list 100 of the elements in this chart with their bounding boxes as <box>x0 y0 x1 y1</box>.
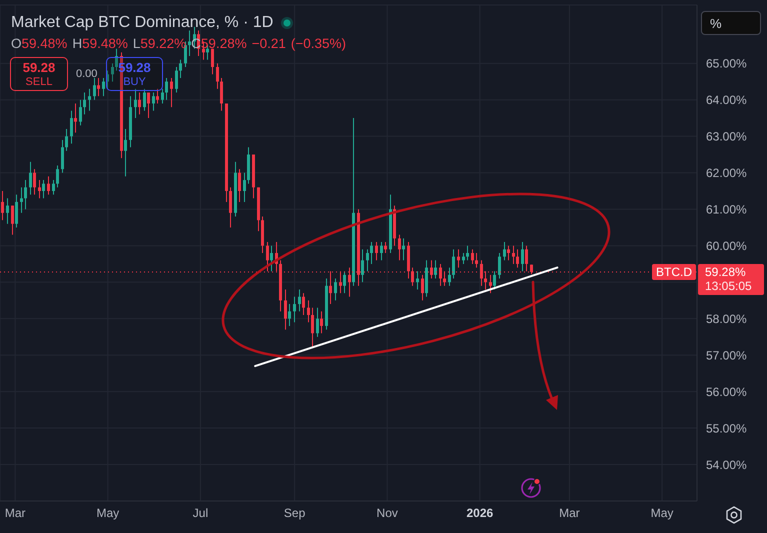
candlestick <box>138 92 141 115</box>
candlestick <box>70 110 73 144</box>
candlestick <box>489 274 492 294</box>
candlestick <box>370 242 373 264</box>
candlestick <box>38 180 41 199</box>
y-tick-label: 65.00% <box>706 56 748 71</box>
x-tick-label: Nov <box>376 506 398 520</box>
x-tick-label: May <box>96 506 120 520</box>
candlestick <box>220 77 223 112</box>
candlestick <box>61 139 64 174</box>
candlestick <box>106 70 109 90</box>
candlestick <box>311 307 314 348</box>
candlestick <box>375 242 378 261</box>
candlestick <box>320 310 323 334</box>
candlestick <box>334 278 337 301</box>
candlestick <box>284 288 287 330</box>
candlestick <box>188 30 191 57</box>
y-tick-label: 60.00% <box>706 238 748 253</box>
x-tick-label: Mar <box>4 506 26 520</box>
candlestick <box>102 77 105 97</box>
candlestick <box>47 176 50 196</box>
x-tick-label: Jul <box>192 506 208 520</box>
candlestick <box>161 88 164 104</box>
candlestick <box>293 296 296 323</box>
candlestick <box>512 245 515 264</box>
y-tick-label: 62.00% <box>706 166 748 180</box>
candlestick <box>147 92 150 119</box>
candlestick <box>402 238 405 261</box>
candlestick <box>97 77 100 97</box>
annotation: 0.00 <box>76 67 98 81</box>
candlestick <box>516 248 519 268</box>
candlestick <box>343 270 346 294</box>
y-tick-label: 56.00% <box>706 384 748 399</box>
candlestick <box>143 88 146 112</box>
candlestick <box>498 252 501 280</box>
candlestick <box>366 248 369 272</box>
candlestick <box>56 164 59 188</box>
candlestick <box>503 242 506 261</box>
candlestick <box>211 48 214 75</box>
candlestick <box>83 92 86 115</box>
candlestick <box>93 77 96 100</box>
y-tick-label: 64.00% <box>706 93 748 108</box>
candlestick <box>6 198 9 224</box>
candlestick <box>384 242 387 254</box>
annotation: 59.28 <box>22 60 56 76</box>
candlestick <box>361 248 364 283</box>
candlestick <box>307 300 310 323</box>
candlestick <box>1 190 4 221</box>
candlestick <box>457 248 460 268</box>
candlestick <box>229 186 232 228</box>
candlestick <box>270 245 273 272</box>
x-tick-label: 2026 <box>466 506 494 520</box>
candlestick <box>466 245 469 261</box>
y-tick-label: 61.00% <box>706 202 748 216</box>
candlestick <box>11 205 14 236</box>
candlestick <box>288 304 291 326</box>
candlestick <box>475 252 478 268</box>
candlestick <box>111 62 114 82</box>
candlestick <box>15 194 18 228</box>
candlestick <box>29 161 32 196</box>
candlestick <box>179 59 182 78</box>
candlestick <box>266 242 269 272</box>
candlestick <box>52 180 55 196</box>
candlestick <box>493 270 496 290</box>
candlestick <box>421 274 424 301</box>
percent-button: % <box>701 11 761 35</box>
candlestick <box>448 267 451 286</box>
y-tick-label: 57.00% <box>706 348 748 362</box>
candlestick <box>24 180 27 210</box>
candlestick <box>316 307 319 338</box>
candlestick <box>471 248 474 264</box>
x-tick-label: Mar <box>559 506 580 520</box>
candlestick <box>416 270 419 290</box>
annotation: BUY <box>122 76 147 89</box>
candlestick <box>452 248 455 280</box>
y-tick-label: 55.00% <box>706 421 748 436</box>
annotation: SELL <box>24 76 54 89</box>
candlestick <box>302 292 305 316</box>
x-tick-label: Sep <box>284 506 306 520</box>
candlestick <box>134 88 137 119</box>
candlestick <box>398 234 401 261</box>
candlestick <box>507 245 510 261</box>
candlestick <box>124 128 127 177</box>
y-tick-label: 63.00% <box>706 130 748 144</box>
candlestick <box>79 99 82 126</box>
candlestick <box>380 242 383 261</box>
candlestick <box>74 102 77 134</box>
x-tick-label: May <box>650 506 674 520</box>
candlestick <box>434 260 437 280</box>
candlestick <box>88 88 91 112</box>
candlestick <box>156 88 159 104</box>
candlestick <box>243 172 246 202</box>
ref-line-label: BTC.D <box>652 264 696 280</box>
candlestick <box>33 168 36 196</box>
candlestick <box>238 168 241 202</box>
candlestick <box>65 128 68 152</box>
sell-button: 59.28 SELL <box>10 57 68 91</box>
candlestick <box>152 92 155 112</box>
candlestick <box>184 40 187 68</box>
candlestick <box>175 66 178 94</box>
